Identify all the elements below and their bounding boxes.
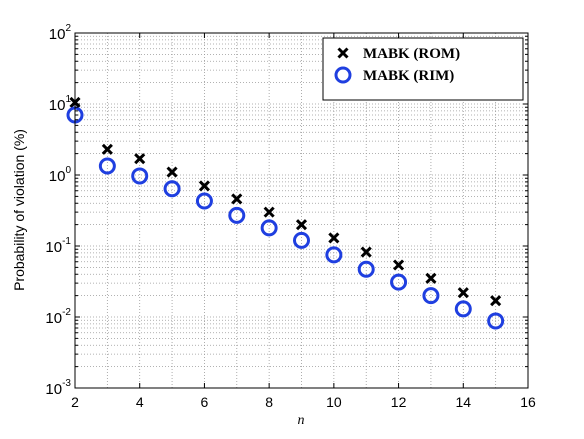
- circle-marker: [487, 312, 505, 330]
- x-marker: [295, 219, 308, 231]
- x-marker: [134, 153, 146, 165]
- marks: [66, 96, 505, 330]
- y-tick-base: 10: [49, 97, 66, 114]
- y-tick-exponent: 2: [65, 23, 71, 34]
- x-marker: [231, 193, 243, 205]
- y-tick-label: 100: [49, 165, 72, 185]
- circle-marker: [390, 273, 408, 291]
- y-tick-base: 10: [45, 239, 62, 256]
- x-marker: [101, 143, 113, 155]
- legend-label: MABK (RIM): [363, 68, 454, 84]
- y-tick-base: 10: [49, 168, 66, 185]
- x-marker: [198, 180, 210, 192]
- x-tick-label: 6: [201, 394, 209, 410]
- circle-marker: [293, 231, 310, 249]
- x-tick-label: 2: [71, 394, 79, 410]
- circle-marker: [325, 246, 343, 264]
- x-marker: [263, 206, 275, 218]
- x-marker: [328, 232, 340, 244]
- circle-marker: [454, 300, 472, 318]
- y-tick-exponent: 1: [65, 94, 71, 105]
- y-tick-label: 101: [49, 94, 72, 114]
- y-tick-label: 10-3: [45, 378, 71, 398]
- plot-frame: [74, 32, 529, 389]
- x-marker: [393, 259, 405, 271]
- legend-marker: [337, 47, 349, 59]
- circle-marker: [228, 206, 246, 224]
- y-tick-exponent: -3: [62, 378, 71, 389]
- circle-marker: [357, 260, 375, 278]
- y-tick-base: 10: [45, 381, 62, 398]
- x-marker: [457, 287, 469, 299]
- grid: [74, 32, 529, 389]
- circle-marker: [260, 219, 278, 237]
- y-axis-label: Probability of violation (%): [11, 129, 27, 291]
- legend-marker: [334, 66, 352, 84]
- x-tick-label: 10: [326, 394, 342, 410]
- y-tick-exponent: -1: [62, 236, 71, 247]
- x-tick-label: 4: [136, 394, 144, 410]
- circle-marker: [163, 180, 181, 198]
- x-axis-label: n: [298, 413, 305, 428]
- y-tick-label: 10-2: [45, 307, 71, 327]
- x-marker: [166, 166, 178, 178]
- y-tick-exponent: 0: [65, 165, 71, 176]
- x-marker: [425, 272, 437, 284]
- y-tick-base: 10: [45, 310, 62, 327]
- legend-label: MABK (ROM): [363, 46, 460, 62]
- x-marker: [360, 246, 372, 258]
- legend-box: [322, 37, 524, 101]
- x-tick-label: 8: [265, 394, 273, 410]
- x-tick-label: 16: [520, 394, 536, 410]
- circle-marker: [131, 167, 149, 185]
- y-tick-base: 10: [49, 26, 66, 43]
- circle-marker: [422, 287, 440, 305]
- x-tick-label: 14: [455, 394, 471, 410]
- x-tick-label: 12: [391, 394, 407, 410]
- y-tick-exponent: -2: [62, 307, 71, 318]
- y-tick-label: 10-1: [45, 236, 71, 256]
- y-tick-label: 102: [49, 23, 72, 43]
- circle-marker: [98, 157, 116, 175]
- circle-marker: [195, 192, 213, 210]
- x-marker: [490, 295, 502, 307]
